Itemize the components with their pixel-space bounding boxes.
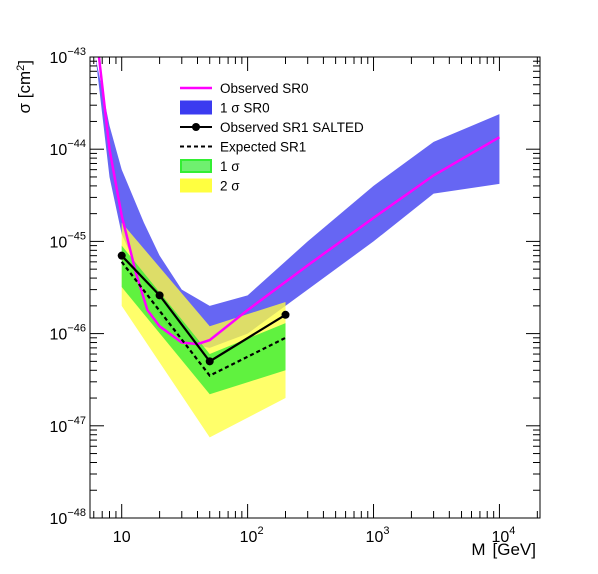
- line-layer: [97, 57, 501, 378]
- legend-label-observed-sr0: Observed SR0: [220, 81, 309, 96]
- legend-label-1-sr0: 1 σ SR0: [220, 101, 270, 116]
- x-tick-label: 102: [240, 525, 264, 546]
- marker-observed-sr1-salted: [281, 310, 290, 319]
- legend-label-observed-sr1-salted: Observed SR1 SALTED: [220, 120, 364, 135]
- marker-observed-sr1-salted: [205, 357, 214, 366]
- legend-swatch-1-sr0: [180, 100, 212, 115]
- legend-label-expected-sr1: Expected SR1: [220, 140, 306, 155]
- legend-label-1: 1 σ: [220, 159, 240, 174]
- y-tick-label: 10−45: [50, 230, 86, 251]
- band-2: [121, 222, 286, 438]
- x-tick-label: 104: [491, 525, 515, 546]
- plot-frame: [89, 56, 541, 519]
- y-tick-label: 10−44: [50, 138, 86, 159]
- legend: Observed SR0 1 σ SR0 Observed SR1 SALTED Ex…: [180, 81, 364, 194]
- legend-marker-observed-sr1-salted: [192, 123, 200, 131]
- x-axis-title: M [GeV]: [471, 540, 536, 559]
- legend-label-2: 2 σ: [220, 179, 240, 194]
- tick-label-layer: 10 102 103 104 10−48 10−47 10−46 10−45 10−44 10−4…: [50, 46, 516, 546]
- band-1-sr0: [95, 57, 500, 348]
- y-tick-label: 10−48: [50, 507, 86, 528]
- line-observed-sr0: [97, 57, 501, 346]
- y-tick-label: 10−47: [50, 415, 86, 436]
- x-tick-label: 103: [366, 525, 390, 546]
- line-expected-sr1: [120, 261, 287, 378]
- line-observed-sr1-salted: [120, 254, 287, 363]
- legend-swatch-1: [180, 159, 212, 173]
- y-tick-label: 10−46: [50, 323, 86, 344]
- y-tick-label: 10−43: [50, 46, 86, 67]
- tick-layer: [90, 56, 540, 519]
- marker-observed-sr1-salted: [117, 251, 126, 260]
- marker-observed-sr1-salted: [155, 291, 164, 300]
- x-tick-label: 10: [113, 529, 131, 546]
- legend-swatch-2: [180, 178, 212, 193]
- y-axis-title: σ [cm2]: [15, 60, 34, 113]
